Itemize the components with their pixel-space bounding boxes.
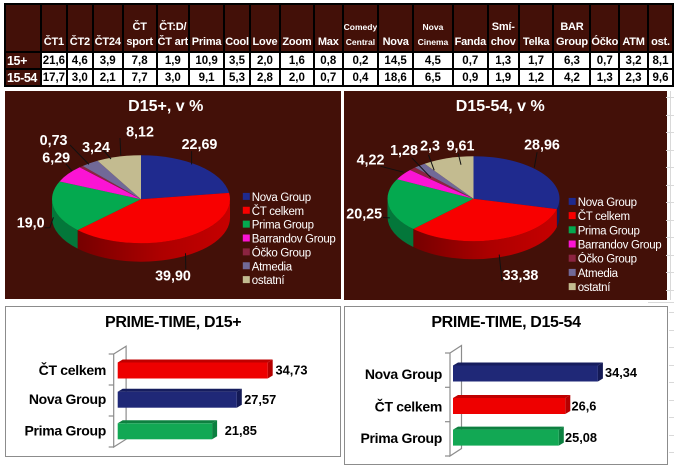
svg-text:ČT celkem: ČT celkem	[39, 361, 106, 378]
svg-text:21,85: 21,85	[225, 423, 257, 438]
svg-text:27,57: 27,57	[244, 392, 276, 407]
svg-text:26,6: 26,6	[572, 398, 597, 413]
svg-text:Barrandov Group: Barrandov Group	[252, 233, 336, 245]
svg-text:34,73: 34,73	[276, 363, 308, 378]
svg-text:Prima Group: Prima Group	[577, 225, 639, 237]
svg-text:8,12: 8,12	[126, 124, 154, 140]
svg-text:34,34: 34,34	[605, 365, 638, 380]
svg-text:Nova Group: Nova Group	[29, 391, 106, 407]
svg-text:9,61: 9,61	[446, 138, 474, 154]
svg-text:39,90: 39,90	[155, 268, 191, 284]
svg-text:Nova Group: Nova Group	[365, 366, 442, 382]
svg-text:Nova Group: Nova Group	[252, 192, 311, 204]
svg-text:Óčko Group: Óčko Group	[577, 252, 636, 265]
svg-text:Prima Group: Prima Group	[361, 430, 443, 446]
svg-text:1,28: 1,28	[390, 143, 418, 159]
svg-text:20,25: 20,25	[346, 206, 382, 222]
svg-text:ostatní: ostatní	[577, 282, 611, 294]
svg-text:6,29: 6,29	[42, 150, 70, 166]
svg-text:ostatní: ostatní	[252, 275, 286, 287]
svg-text:Nova Group: Nova Group	[577, 197, 636, 209]
svg-text:Prima Group: Prima Group	[252, 219, 314, 231]
svg-text:0,73: 0,73	[40, 133, 68, 149]
svg-text:Barrandov Group: Barrandov Group	[577, 239, 661, 251]
svg-text:Óčko Group: Óčko Group	[252, 246, 311, 259]
svg-text:Prima Group: Prima Group	[25, 422, 107, 438]
svg-text:28,96: 28,96	[524, 137, 560, 153]
svg-text:19,0: 19,0	[17, 215, 45, 231]
svg-text:ČT celkem: ČT celkem	[252, 205, 304, 218]
svg-text:33,38: 33,38	[502, 268, 538, 284]
svg-text:3,24: 3,24	[82, 140, 110, 156]
svg-text:4,22: 4,22	[356, 152, 384, 168]
svg-text:25,08: 25,08	[565, 430, 597, 445]
svg-text:ČT celkem: ČT celkem	[375, 398, 442, 415]
svg-text:2,3: 2,3	[420, 138, 440, 154]
svg-text:Atmedia: Atmedia	[577, 268, 618, 280]
svg-text:Atmedia: Atmedia	[252, 261, 293, 273]
svg-text:22,69: 22,69	[182, 137, 218, 153]
svg-text:ČT celkem: ČT celkem	[577, 210, 629, 223]
